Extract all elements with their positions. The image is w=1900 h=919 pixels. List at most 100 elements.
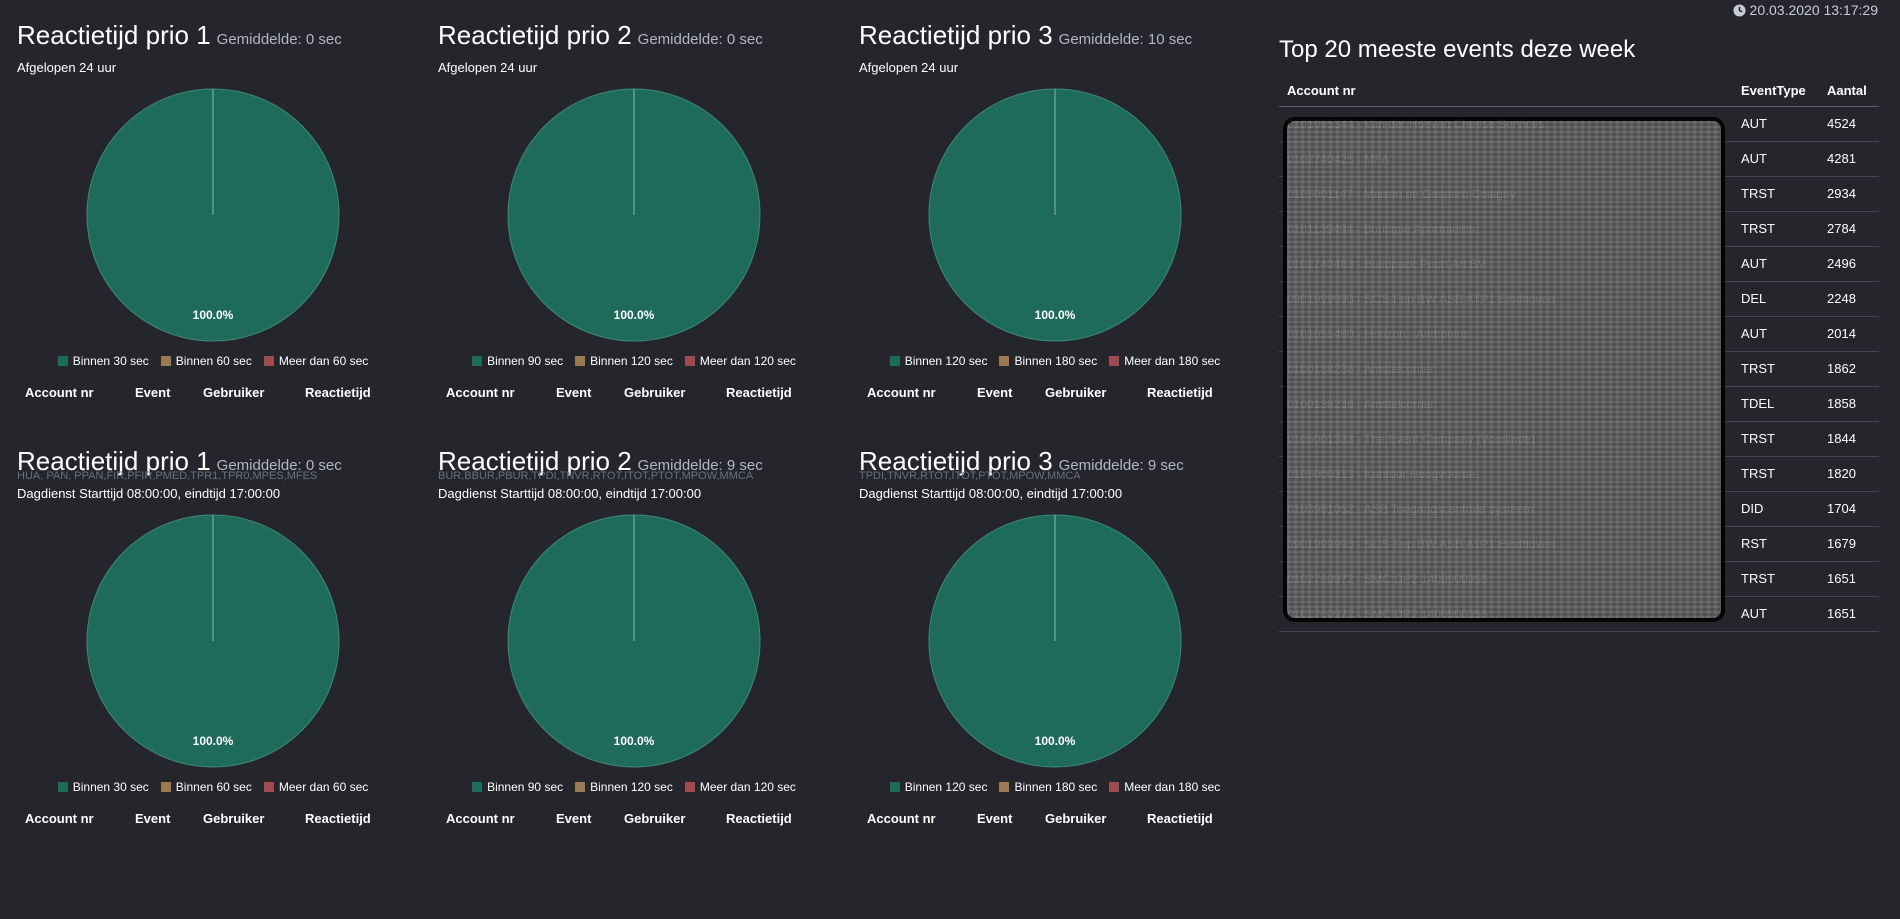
top20-header-row: Account nr EventType Aantal [1279,76,1879,107]
table-row[interactable]: 0100138236 - Amstelcorner TRST 1862 [1279,351,1879,387]
top20-cell-eventtype: AUT [1733,106,1819,142]
top20-cell-count: 1844 [1819,421,1879,457]
table-row[interactable]: 0901999993 - SCS-Fep BW ASB ATP1 Eindhov… [1279,526,1879,562]
panel-title: Reactietijd prio 1 Gemiddelde: 0 sec [17,20,342,50]
top20-cell-eventtype: AUT [1733,596,1819,632]
col-event[interactable]: Event [977,811,1013,826]
table-row[interactable]: 0101139494 - Boutique Apartments TRST 2784 [1279,211,1879,247]
top20-cell-account: 0101095344 - Van der Hoeven Cheese Servi… [1279,106,1733,142]
top20-cell-count: 1651 [1819,561,1879,597]
panel-average: Gemiddelde: 0 sec [216,31,342,48]
col-event[interactable]: Event [977,385,1013,400]
col-time[interactable]: Reactietijd [1147,811,1213,826]
clock-text: 20.03.2020 13:17:29 [1749,2,1878,18]
table-row[interactable]: 0102760972 - SMC DP2 1409900356 TRST 1651 [1279,561,1879,597]
top20-cell-account: 0102740425 - MFA [1279,141,1733,177]
col-time[interactable]: Reactietijd [726,385,792,400]
top20-col-account[interactable]: Account nr [1279,76,1733,107]
top20-cell-eventtype: TRST [1733,421,1819,457]
top20-cell-account: 0102740463 - Buildpack Poort Art BV [1279,246,1733,282]
col-account[interactable]: Account nr [25,811,94,826]
legend-item-middle[interactable]: Binnen 120 sec [575,354,673,368]
reaction-time-grid: Reactietijd prio 1 Gemiddelde: 0 sec Afge… [0,0,1262,846]
col-event[interactable]: Event [556,385,592,400]
legend-item-over[interactable]: Meer dan 180 sec [1109,354,1220,368]
table-row[interactable]: 0102740425 - MFA AUT 4281 [1279,141,1879,177]
top20-cell-count: 1862 [1819,351,1879,387]
top20-col-count[interactable]: Aantal [1819,76,1879,107]
legend-item-middle[interactable]: Binnen 120 sec [575,780,673,794]
table-row[interactable]: 0105001333 - The Event Company (Voorlind… [1279,421,1879,457]
pie-chart: 100.0% [86,88,340,342]
legend-item-middle[interactable]: Binnen 180 sec [999,354,1097,368]
table-row[interactable]: 0100138236 - Amstelcorner TDEL 1858 [1279,386,1879,422]
col-event[interactable]: Event [556,811,592,826]
col-event[interactable]: Event [135,811,171,826]
table-row[interactable]: 0105001147 - Maison de Gaspard Cologny TR… [1279,176,1879,212]
panel-prio3-dayshift: Reactietijd prio 3 Gemiddelde: 9 sec TPDI… [842,426,1262,846]
pie-pct-label: 100.0% [1035,308,1076,322]
table-row[interactable]: 0101095344 - Van der Hoeven Cheese Servi… [1279,106,1879,142]
col-user[interactable]: Gebruiker [1045,811,1107,826]
top20-cell-account: 0105000313 - Kantoor Hoogvoorde [1279,456,1733,492]
pie-chart: 100.0% [507,88,761,342]
panel-prio1-24h: Reactietijd prio 1 Gemiddelde: 0 sec Afge… [0,0,420,420]
table-row[interactable]: 0102740463 - Buildpack Poort Art BV AUT 24… [1279,246,1879,282]
legend-item-within[interactable]: Binnen 120 sec [889,780,987,794]
legend-item-middle[interactable]: Binnen 180 sec [999,780,1097,794]
legend-item-over[interactable]: Meer dan 60 sec [263,780,368,794]
col-user[interactable]: Gebruiker [1045,385,1107,400]
legend-item-within[interactable]: Binnen 120 sec [889,354,987,368]
legend-item-middle[interactable]: Binnen 60 sec [160,354,252,368]
col-time[interactable]: Reactietijd [1147,385,1213,400]
legend-item-within[interactable]: Binnen 30 sec [57,780,149,794]
top20-cell-eventtype: TDEL [1733,386,1819,422]
col-time[interactable]: Reactietijd [305,811,371,826]
panel-event-codes: BUR,BBUR,PBUR,TPDI,TNVR,RTOT,ITOT,PTOT,M… [438,470,754,482]
col-user[interactable]: Gebruiker [203,385,265,400]
panel-prio3-24h: Reactietijd prio 3 Gemiddelde: 10 sec Afg… [842,0,1262,420]
panel-subtitle: Afgelopen 24 uur [859,60,959,75]
legend-item-within[interactable]: Binnen 30 sec [57,354,149,368]
col-user[interactable]: Gebruiker [203,811,265,826]
legend-item-within[interactable]: Binnen 90 sec [472,780,563,794]
col-account[interactable]: Account nr [446,385,515,400]
top20-cell-account: 0102760972 - SMC DP2 1409900356 [1279,596,1733,632]
legend-item-over[interactable]: Meer dan 120 sec [684,780,796,794]
top20-cell-account: 0101139494 - Boutique Apartments [1279,211,1733,247]
top20-cell-count: 2248 [1819,281,1879,317]
col-account[interactable]: Account nr [25,385,94,400]
pie-legend: Binnen 90 sec Binnen 120 sec Meer dan 12… [421,780,847,794]
col-user[interactable]: Gebruiker [624,385,686,400]
top20-cell-account: 0105001333 - The Event Company (Voorlind… [1279,421,1733,457]
table-row[interactable]: 0901999993 - SCS-Fep BW ASB ATP1 Eindhov… [1279,281,1879,317]
legend-item-middle[interactable]: Binnen 60 sec [160,780,252,794]
top20-col-eventtype[interactable]: EventType [1733,76,1819,107]
col-account[interactable]: Account nr [867,811,936,826]
col-event[interactable]: Event [135,385,171,400]
col-time[interactable]: Reactietijd [305,385,371,400]
legend-item-over[interactable]: Meer dan 120 sec [684,354,796,368]
col-time[interactable]: Reactietijd [726,811,792,826]
col-user[interactable]: Gebruiker [624,811,686,826]
panel-prio1-dayshift: Reactietijd prio 1 Gemiddelde: 0 sec HUA,… [0,426,420,846]
top20-cell-count: 4524 [1819,106,1879,142]
top20-cell-eventtype: TRST [1733,561,1819,597]
table-row[interactable]: 0101055460 - Horizon - Anthonius AUT 2014 [1279,316,1879,352]
pie-chart: 100.0% [928,88,1182,342]
col-account[interactable]: Account nr [446,811,515,826]
pie-chart: 100.0% [507,514,761,768]
top20-cell-eventtype: AUT [1733,316,1819,352]
panel-title: Reactietijd prio 3 Gemiddelde: 10 sec [859,20,1193,50]
top20-cell-account: 0100138236 - Amstelcorner [1279,351,1733,387]
table-row[interactable]: 0105000313 - Kantoor Hoogvoorde TRST 1820 [1279,456,1879,492]
legend-item-over[interactable]: Meer dan 180 sec [1109,780,1220,794]
legend-item-within[interactable]: Binnen 90 sec [472,354,563,368]
col-account[interactable]: Account nr [867,385,936,400]
top20-cell-count: 1858 [1819,386,1879,422]
clock-icon [1732,3,1746,17]
table-row[interactable]: 0102760972 - SMC DP2 1409900356 AUT 1651 [1279,596,1879,632]
legend-item-over[interactable]: Meer dan 60 sec [263,354,368,368]
top20-cell-count: 4281 [1819,141,1879,177]
table-row[interactable]: 0103991052 - ASB Toegangscentrale systee… [1279,491,1879,527]
